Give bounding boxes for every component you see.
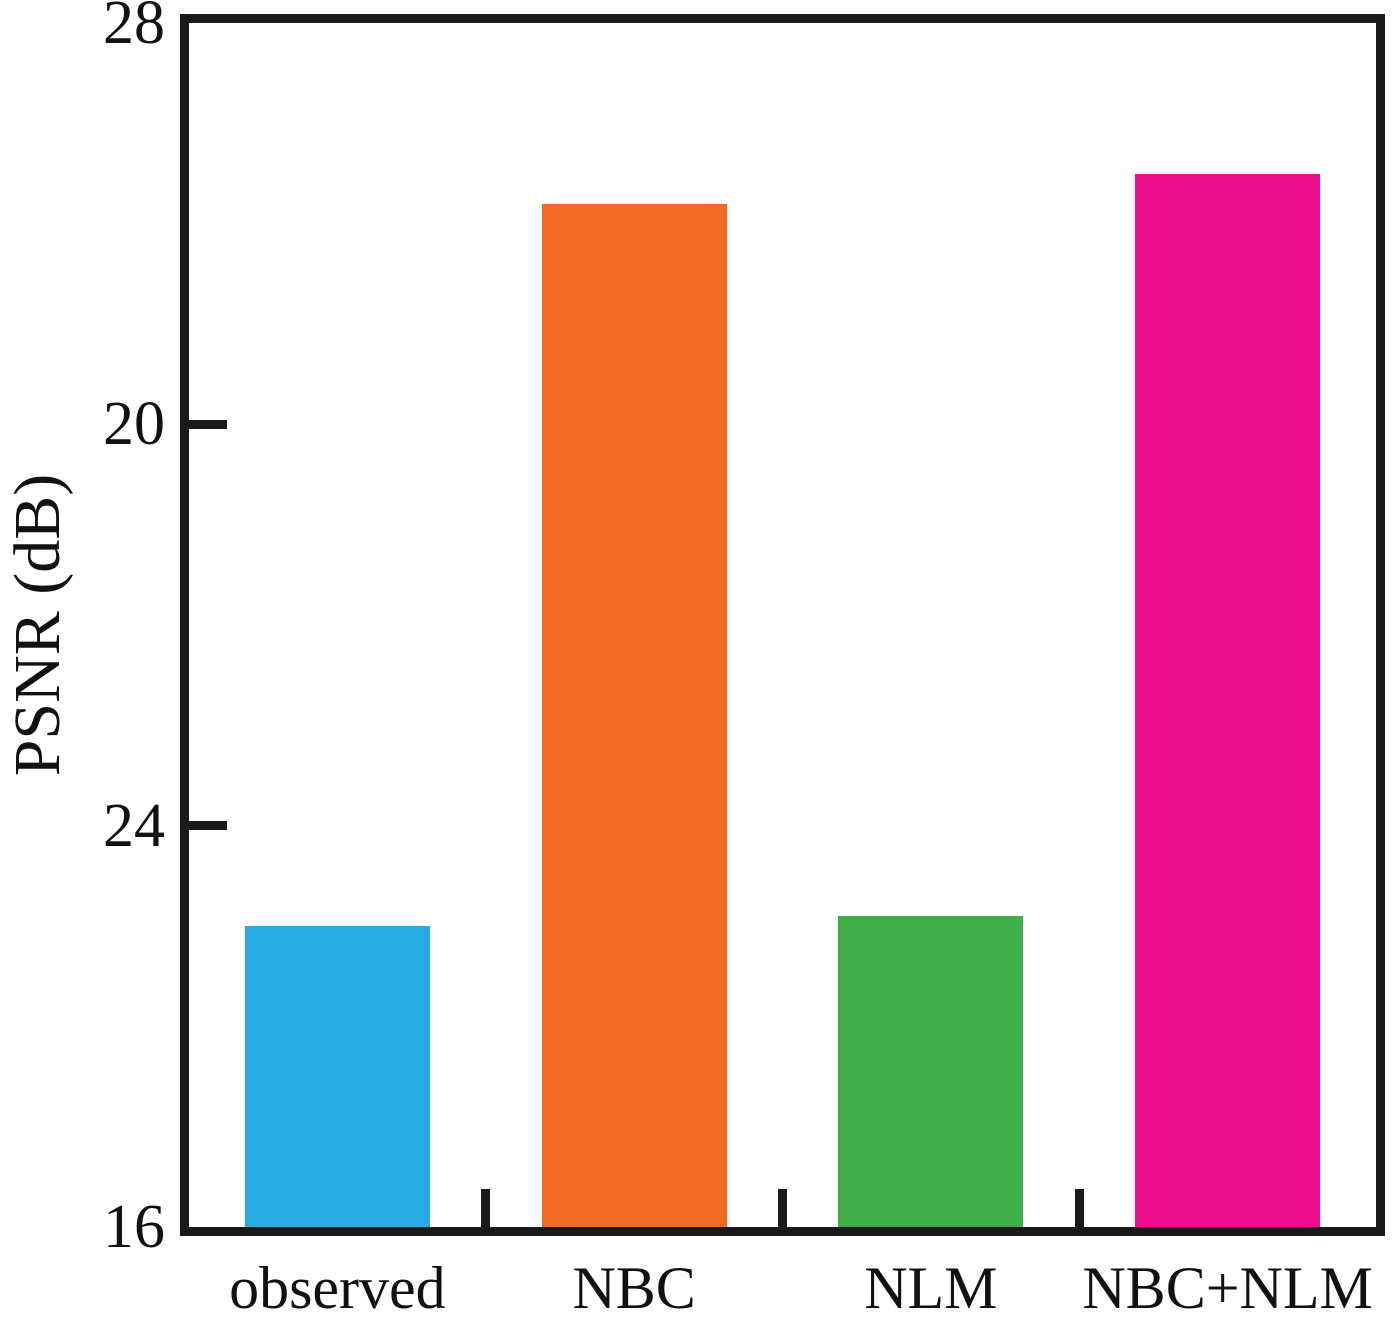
x-axis-tick	[778, 1189, 787, 1227]
plot-area	[180, 14, 1385, 1236]
bar-observed	[244, 926, 430, 1227]
y-axis-title: PSNR (dB)	[1, 473, 74, 777]
x-tick-label: observed	[229, 1255, 446, 1320]
y-tick-label: 20	[103, 390, 165, 459]
x-axis-tick	[1074, 1189, 1084, 1227]
bar-nlm	[838, 915, 1024, 1227]
bar-nbc-nlm	[1135, 173, 1321, 1227]
x-axis-tick	[481, 1189, 491, 1227]
x-tick-label: NBC+NLM	[1082, 1255, 1373, 1320]
y-tick-label: 16	[103, 1193, 165, 1261]
y-axis-tick	[189, 821, 227, 831]
x-tick-label: NBC	[572, 1255, 696, 1320]
y-tick-label: 24	[103, 791, 165, 860]
y-tick-label: 28	[103, 0, 165, 57]
bar-nbc	[541, 203, 727, 1227]
x-tick-label: NLM	[864, 1255, 998, 1320]
y-axis-tick	[189, 419, 227, 429]
